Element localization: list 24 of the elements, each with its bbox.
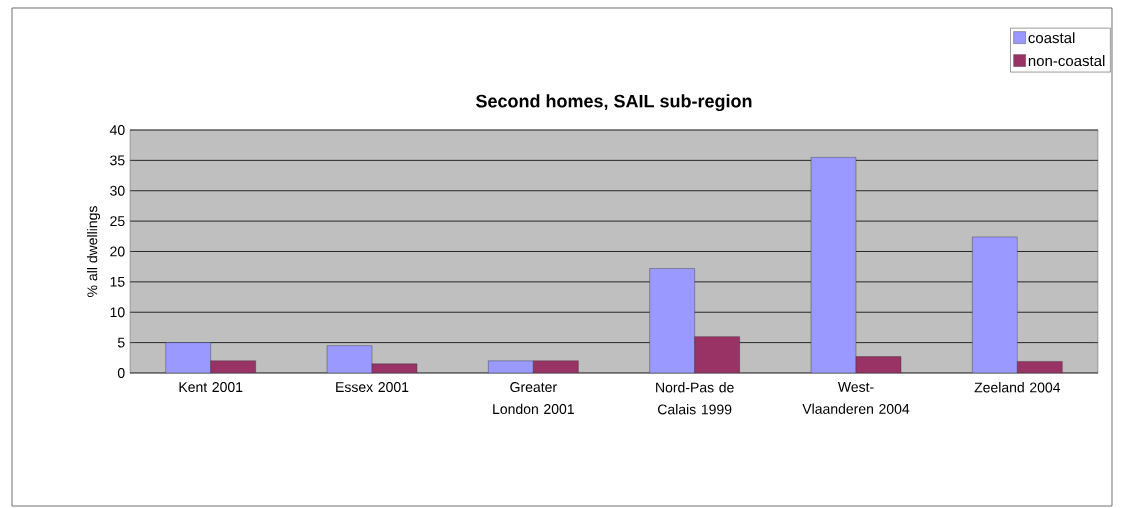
x-tick-label: West-Vlaanderen 2004 [802,382,910,414]
bar [326,345,373,373]
y-tick-label: 40 [109,125,125,135]
y-tick-label: 15 [110,276,125,287]
y-tick-label: 0 [117,368,125,378]
y-tick-label: 25 [110,216,125,227]
bar [165,342,211,373]
y-tick-label: 10 [110,307,125,318]
chart-title: Second homes, SAIL sub-region [476,94,752,112]
bar [972,236,1018,373]
y-tick-label: 35 [110,155,125,166]
legend-label: non-coastal [1028,55,1105,67]
y-axis-title: % all dwellings [86,206,101,297]
x-tick-label: Essex 2001 [336,382,409,393]
bar [810,157,857,373]
legend-label: coastal [1028,32,1075,44]
y-tick-label: 30 [110,185,125,196]
y-tick-label: 5 [117,337,125,348]
x-tick-label: Greater London 2001 [493,382,574,415]
y-tick-label: 20 [110,246,125,257]
bar [649,268,695,373]
x-tick-label: Zeeland 2004 [974,382,1061,393]
x-tick-label: Nord-Pas de Calais 1999 [656,382,734,415]
x-tick-label: Kent 2001 [179,382,243,393]
